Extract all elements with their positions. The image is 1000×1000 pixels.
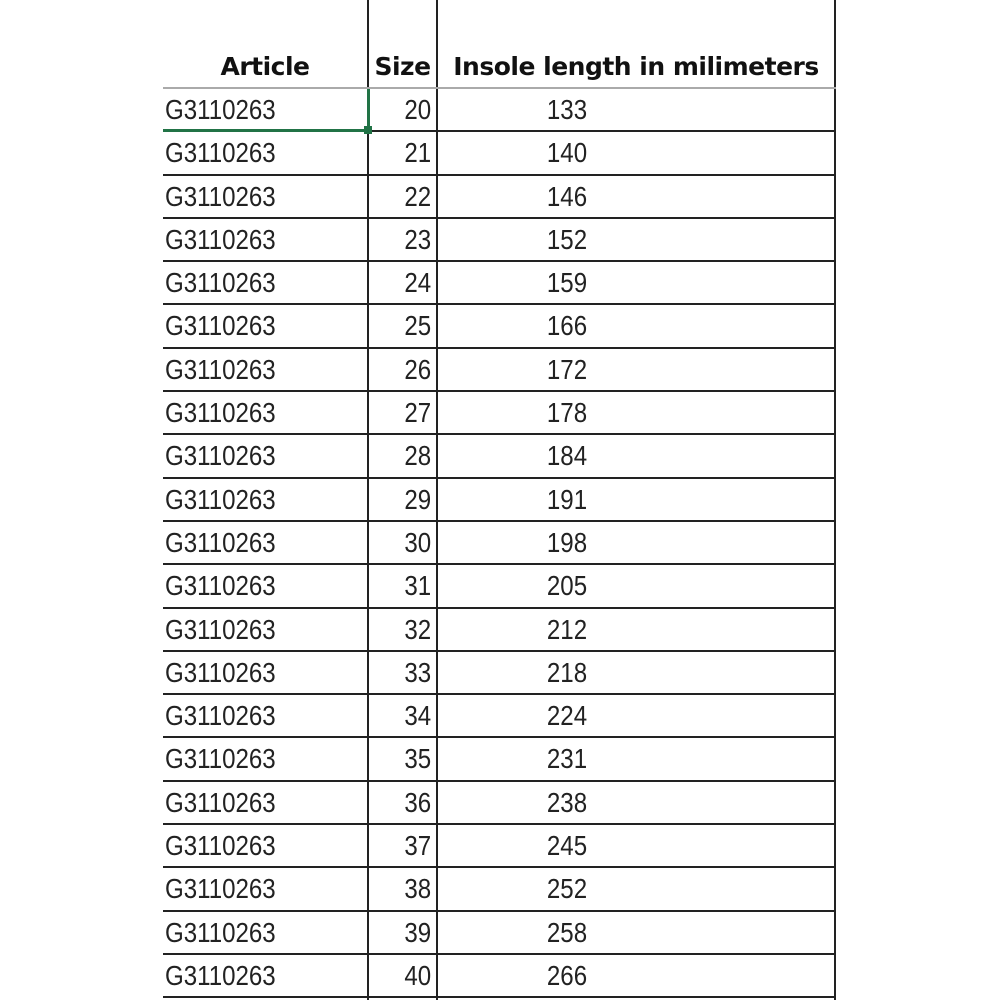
cell-insole-length[interactable]: 166 bbox=[546, 310, 588, 342]
header-insole-length[interactable]: Insole length in milimeters bbox=[453, 52, 819, 81]
table-row: G3110263 23 152 bbox=[163, 219, 836, 263]
cell-insole-length[interactable]: 238 bbox=[546, 786, 588, 818]
cell-article[interactable]: G3110263 bbox=[165, 656, 276, 688]
cell-insole-length[interactable]: 172 bbox=[546, 353, 588, 385]
table-row: G3110263 33 218 bbox=[163, 652, 836, 696]
table-row: G3110263 38 252 bbox=[163, 868, 836, 912]
cell-article[interactable]: G3110263 bbox=[165, 700, 276, 732]
cell-size[interactable]: 35 bbox=[404, 743, 431, 775]
table-row: G3110263 25 166 bbox=[163, 305, 836, 349]
cell-article[interactable]: G3110263 bbox=[165, 873, 276, 905]
table-row: G3110263 22 146 bbox=[163, 176, 836, 219]
table-row: G3110263 20 133 bbox=[163, 89, 836, 133]
cell-article[interactable]: G3110263 bbox=[165, 830, 276, 862]
cell-size[interactable]: 27 bbox=[404, 397, 431, 429]
table-row: G3110263 28 184 bbox=[163, 435, 836, 479]
cell-insole-length[interactable]: 218 bbox=[546, 656, 588, 688]
header-article[interactable]: Article bbox=[220, 52, 310, 81]
cell-insole-length[interactable]: 231 bbox=[546, 743, 588, 775]
table-row: G3110263 26 172 bbox=[163, 349, 836, 393]
cell-article[interactable]: G3110263 bbox=[165, 180, 276, 212]
cell-size[interactable]: 25 bbox=[404, 310, 431, 342]
cell-article[interactable]: G3110263 bbox=[165, 353, 276, 385]
table-body: G3110263 20 133 G3110263 21 140 G3110263 22 146 G… bbox=[163, 89, 836, 999]
cell-size[interactable]: 30 bbox=[404, 526, 431, 558]
cell-insole-length[interactable]: 224 bbox=[546, 700, 588, 732]
cell-article[interactable]: G3110263 bbox=[165, 440, 276, 472]
table-row: G3110263 31 205 bbox=[163, 565, 836, 609]
cell-insole-length[interactable]: 198 bbox=[546, 526, 588, 558]
cell-article[interactable]: G3110263 bbox=[165, 483, 276, 515]
cell-size[interactable]: 24 bbox=[404, 267, 431, 299]
cell-insole-length[interactable]: 184 bbox=[546, 440, 588, 472]
cell-insole-length[interactable]: 266 bbox=[546, 959, 588, 991]
table-row: G3110263 24 159 bbox=[163, 262, 836, 306]
cell-insole-length[interactable]: 252 bbox=[546, 873, 588, 905]
header-divider bbox=[163, 87, 836, 89]
table-row: G3110263 40 266 bbox=[163, 955, 836, 999]
cell-size[interactable]: 39 bbox=[404, 916, 431, 948]
cell-article[interactable]: G3110263 bbox=[165, 613, 276, 645]
cell-size[interactable]: 23 bbox=[404, 223, 431, 255]
cell-article[interactable]: G3110263 bbox=[165, 743, 276, 775]
cell-size[interactable]: 20 bbox=[404, 94, 431, 125]
cell-size[interactable]: 28 bbox=[404, 440, 431, 472]
cell-size[interactable]: 34 bbox=[404, 700, 431, 732]
cell-size[interactable]: 22 bbox=[404, 180, 431, 212]
table-row: G3110263 30 198 bbox=[163, 522, 836, 566]
cell-insole-length[interactable]: 152 bbox=[546, 223, 588, 255]
cell-insole-length[interactable]: 205 bbox=[546, 570, 588, 602]
cell-article[interactable]: G3110263 bbox=[165, 310, 276, 342]
cell-size[interactable]: 33 bbox=[404, 656, 431, 688]
cell-insole-length[interactable]: 146 bbox=[546, 180, 588, 212]
selected-cell-border bbox=[163, 129, 368, 132]
cell-insole-length[interactable]: 258 bbox=[546, 916, 588, 948]
cell-size[interactable]: 38 bbox=[404, 873, 431, 905]
column-border-size bbox=[367, 0, 369, 1000]
cell-article[interactable]: G3110263 bbox=[165, 570, 276, 602]
cell-article[interactable]: G3110263 bbox=[165, 94, 276, 125]
table-row: G3110263 27 178 bbox=[163, 392, 836, 436]
cell-article[interactable]: G3110263 bbox=[165, 786, 276, 818]
cell-size[interactable]: 26 bbox=[404, 353, 431, 385]
cell-insole-length[interactable]: 245 bbox=[546, 830, 588, 862]
cell-insole-length[interactable]: 212 bbox=[546, 613, 588, 645]
cell-insole-length[interactable]: 191 bbox=[546, 483, 588, 515]
cell-size[interactable]: 36 bbox=[404, 786, 431, 818]
table-row: G3110263 29 191 bbox=[163, 479, 836, 522]
cell-article[interactable]: G3110263 bbox=[165, 526, 276, 558]
cell-size[interactable]: 32 bbox=[404, 613, 431, 645]
cell-size[interactable]: 31 bbox=[404, 570, 431, 602]
cell-size[interactable]: 40 bbox=[404, 959, 431, 991]
column-border-right bbox=[834, 0, 836, 1000]
cell-article[interactable]: G3110263 bbox=[165, 916, 276, 948]
table-row: G3110263 32 212 bbox=[163, 609, 836, 652]
selected-cell-border bbox=[367, 89, 370, 131]
table-row: G3110263 36 238 bbox=[163, 782, 836, 826]
header-size[interactable]: Size bbox=[374, 52, 431, 81]
cell-article[interactable]: G3110263 bbox=[165, 267, 276, 299]
table-row: G3110263 37 245 bbox=[163, 825, 836, 869]
cell-insole-length[interactable]: 133 bbox=[546, 94, 588, 125]
table-row: G3110263 35 231 bbox=[163, 738, 836, 782]
table-row: G3110263 39 258 bbox=[163, 912, 836, 955]
cell-size[interactable]: 21 bbox=[404, 137, 431, 169]
column-border-insole bbox=[436, 0, 438, 1000]
cell-size[interactable]: 37 bbox=[404, 830, 431, 862]
table-row: G3110263 21 140 bbox=[163, 132, 836, 176]
cell-insole-length[interactable]: 140 bbox=[546, 137, 588, 169]
table-row: G3110263 34 224 bbox=[163, 695, 836, 739]
cell-insole-length[interactable]: 178 bbox=[546, 397, 588, 429]
fill-handle[interactable] bbox=[364, 126, 372, 134]
cell-article[interactable]: G3110263 bbox=[165, 223, 276, 255]
cell-article[interactable]: G3110263 bbox=[165, 959, 276, 991]
cell-insole-length[interactable]: 159 bbox=[546, 267, 588, 299]
cell-article[interactable]: G3110263 bbox=[165, 397, 276, 429]
cell-size[interactable]: 29 bbox=[404, 483, 431, 515]
cell-article[interactable]: G3110263 bbox=[165, 137, 276, 169]
